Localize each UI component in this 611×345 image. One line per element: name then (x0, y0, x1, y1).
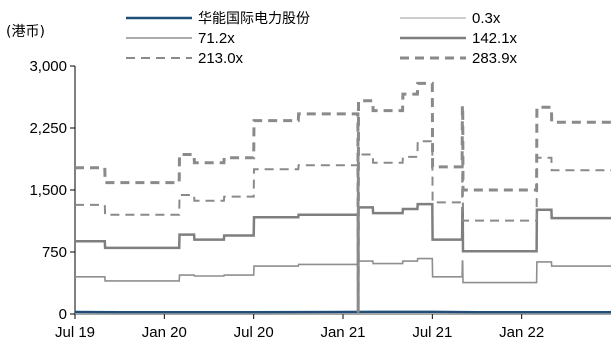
x-tick-label: Jul 20 (234, 324, 274, 341)
legend-label-1: 0.3x (472, 10, 501, 27)
y-tick-label: 750 (42, 244, 67, 261)
series-line-2 (75, 257, 611, 314)
x-tick-label: Jan 22 (499, 324, 544, 341)
x-tick-label: Jan 21 (320, 324, 365, 341)
legend: 华能国际电力股份 0.3x 71.2x 142.1x 213.0x 283.9x (126, 10, 518, 67)
y-tick-label: 0 (59, 306, 67, 323)
series-line-5 (75, 81, 611, 312)
legend-label-0: 华能国际电力股份 (198, 11, 310, 27)
legend-label-2: 71.2x (198, 30, 235, 47)
series-line-3 (75, 202, 611, 313)
unit-label: (港币) (6, 24, 45, 40)
y-tick-label: 3,000 (29, 58, 67, 75)
y-tick-label: 1,500 (29, 182, 67, 199)
x-tick-label: Jul 21 (412, 324, 452, 341)
y-tick-label: 2,250 (29, 120, 67, 137)
x-tick-label: Jan 20 (142, 324, 187, 341)
series-line-4 (75, 140, 611, 313)
legend-label-3: 142.1x (472, 30, 518, 47)
x-tick-label: Jul 19 (55, 324, 95, 341)
series-group (74, 81, 611, 315)
legend-label-5: 283.9x (472, 50, 518, 67)
legend-label-4: 213.0x (198, 50, 244, 67)
tick-labels: 0 750 1,500 2,250 3,000 Jul 19 Jan 20 Jul 20 Jan… (29, 58, 544, 341)
